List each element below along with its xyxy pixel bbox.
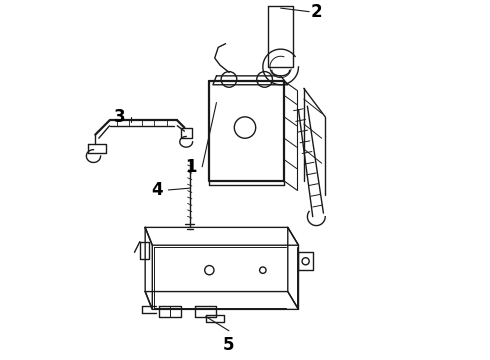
Text: 3: 3 bbox=[114, 108, 125, 126]
Text: 2: 2 bbox=[311, 3, 322, 21]
Text: 5: 5 bbox=[223, 336, 235, 354]
Text: 1: 1 bbox=[185, 158, 197, 176]
Text: 4: 4 bbox=[151, 181, 163, 199]
